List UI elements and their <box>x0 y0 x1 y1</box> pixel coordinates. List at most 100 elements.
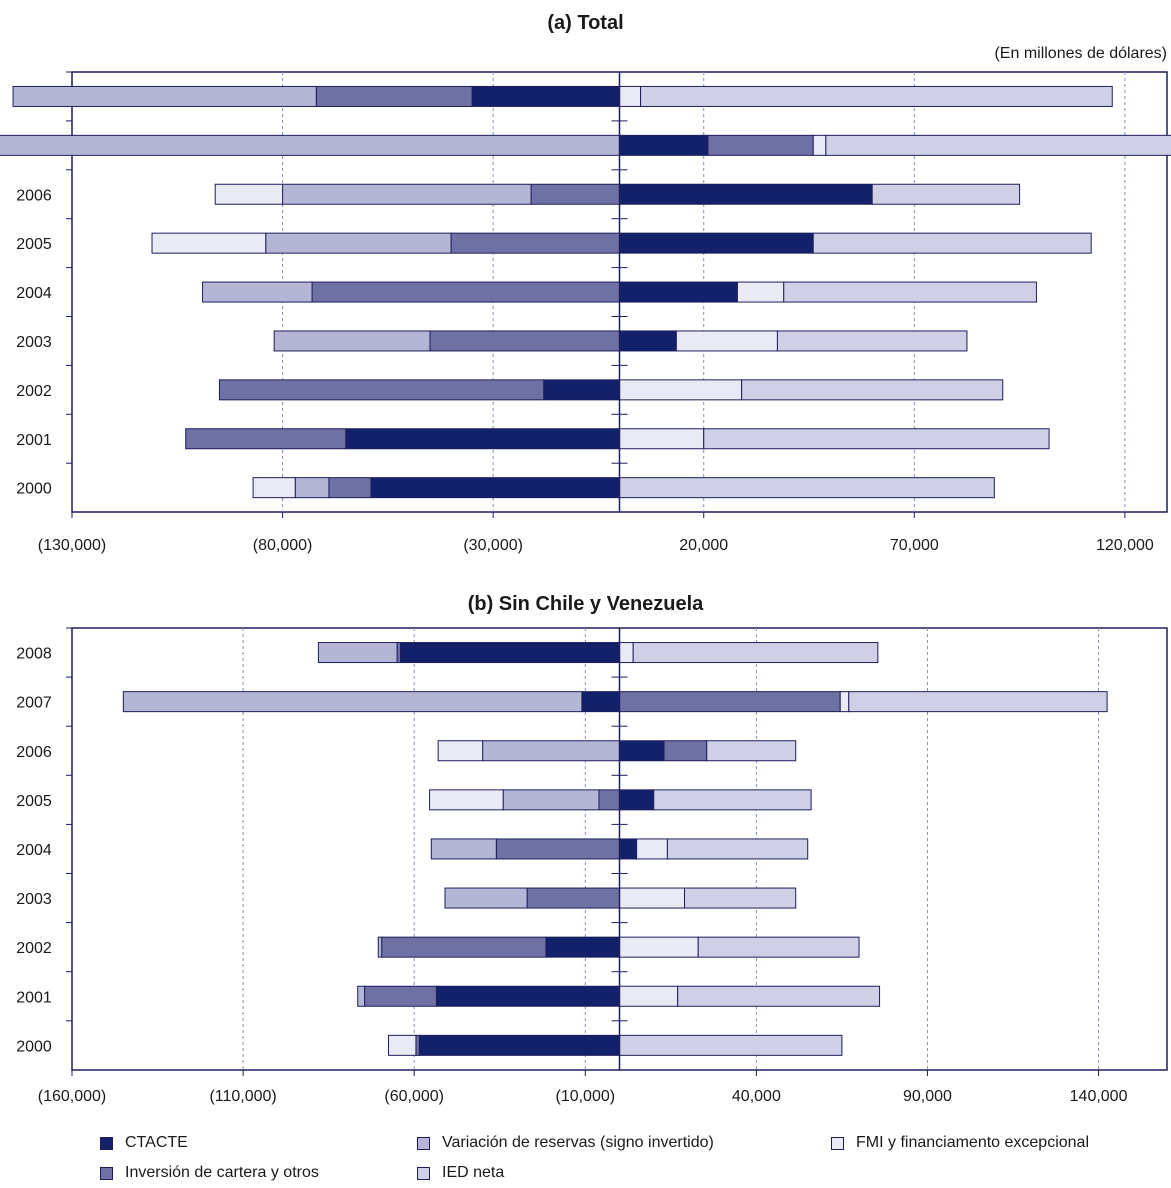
bar-ied <box>697 936 860 958</box>
y-tick-label: 2003 <box>16 334 52 351</box>
y-tick-label: 2003 <box>16 891 52 908</box>
bar-ctacte <box>418 1034 620 1056</box>
y-tick-label: 2005 <box>16 236 52 253</box>
bar-ied <box>684 887 797 909</box>
bar-ied <box>619 1034 843 1056</box>
bar-variación <box>202 281 313 303</box>
bar-variación <box>502 789 600 811</box>
bar-ctacte <box>619 740 665 762</box>
x-tick-label: 40,000 <box>732 1088 781 1105</box>
bar-fmi <box>619 985 679 1007</box>
bar-variación <box>273 330 431 352</box>
bar-ied <box>677 985 881 1007</box>
x-tick-label: 120,000 <box>1096 537 1154 554</box>
x-tick-label: (60,000) <box>384 1088 444 1105</box>
bar-ctacte <box>619 838 638 860</box>
bar-ied <box>871 183 1021 205</box>
legend-label: Inversión de cartera y otros <box>125 1164 319 1181</box>
y-tick-label: 2002 <box>16 940 52 957</box>
bar-inversión <box>364 985 437 1007</box>
bar-ied <box>783 281 1037 303</box>
bar-fmi <box>214 183 284 205</box>
y-tick-label: 2004 <box>16 842 52 859</box>
bar-inversión <box>663 740 708 762</box>
legend-item-ctacte: CTACTE <box>100 1134 188 1152</box>
bar-ied <box>848 691 1108 713</box>
y-tick-label: 2005 <box>16 793 52 810</box>
legend-swatch <box>100 1136 113 1150</box>
bar-inversión <box>396 642 401 664</box>
bar-variación <box>377 936 383 958</box>
legend-label: Variación de reservas (signo invertido) <box>442 1134 714 1151</box>
bar-variación <box>122 691 583 713</box>
bar-variación <box>317 642 398 664</box>
x-tick-label: (10,000) <box>555 1088 615 1105</box>
bar-ied <box>706 740 797 762</box>
bar-variación <box>444 887 528 909</box>
y-tick-label: 2000 <box>16 1038 52 1055</box>
legend-swatch <box>417 1136 430 1150</box>
bar-fmi <box>437 740 484 762</box>
bar-variación <box>430 838 497 860</box>
bar-inversión <box>381 936 547 958</box>
x-tick-label: (130,000) <box>38 537 107 554</box>
chart-a-title: (a) Total <box>547 12 624 34</box>
y-tick-label: 2001 <box>16 989 52 1006</box>
legend-label: CTACTE <box>125 1134 188 1151</box>
bar-ied <box>776 330 968 352</box>
legend-label: IED neta <box>442 1164 505 1181</box>
legend: CTACTE Variación de reservas (signo inve… <box>100 1134 1160 1186</box>
legend-item-fmi: FMI y financiamento excepcional <box>831 1134 1089 1152</box>
bar-ctacte <box>581 691 620 713</box>
chart-b: (160,000) (110,000) (60,000) (10,000) 40,000… <box>16 627 1168 1105</box>
chart-b-title: (b) Sin Chile y Venezuela <box>467 593 704 615</box>
bar-inversión <box>619 691 841 713</box>
chart-a: (130,000) (80,000) (30,000) 20,000 70,000 120… <box>0 71 1171 554</box>
legend-item-cartera: Inversión de cartera y otros <box>100 1164 319 1182</box>
bar-variación <box>357 985 366 1007</box>
x-tick-label: 20,000 <box>679 537 728 554</box>
x-tick-label: (160,000) <box>38 1088 107 1105</box>
x-tick-label: (110,000) <box>209 1088 276 1105</box>
bar-inversión <box>415 1034 420 1056</box>
y-tick-label: 2006 <box>16 744 52 761</box>
legend-label: FMI y financiamento excepcional <box>856 1134 1089 1151</box>
bar-inversión <box>495 838 620 860</box>
x-tick-label: 140,000 <box>1070 1088 1128 1105</box>
bar-ctacte <box>545 936 620 958</box>
bar-fmi <box>619 642 634 664</box>
bar-ied <box>632 642 879 664</box>
bar-ied <box>666 838 809 860</box>
legend-swatch <box>417 1166 430 1180</box>
y-tick-label: 2008 <box>16 646 52 663</box>
y-tick-label: 2002 <box>16 383 52 400</box>
bar-fmi <box>619 936 699 958</box>
bar-ctacte <box>435 985 620 1007</box>
bar-ied <box>653 789 812 811</box>
bar-inversión <box>218 379 545 401</box>
bar-variación <box>12 85 317 107</box>
bar-fmi <box>429 789 504 811</box>
unit-note: (En millones de dólares) <box>994 45 1167 62</box>
legend-swatch <box>831 1136 844 1150</box>
bar-fmi <box>619 887 686 909</box>
bar-inversión <box>598 789 620 811</box>
bar-ied <box>640 85 1113 107</box>
y-tick-label: 2007 <box>16 695 52 712</box>
bar-fmi <box>839 691 850 713</box>
legend-item-ied: IED neta <box>417 1164 504 1182</box>
y-tick-label: 2004 <box>16 285 52 302</box>
legend-item-reservas: Variación de reservas (signo invertido) <box>417 1134 714 1152</box>
bar-ctacte <box>619 789 655 811</box>
bar-ied <box>741 379 1004 401</box>
bar-inversión <box>526 887 620 909</box>
x-tick-label: 90,000 <box>903 1088 952 1105</box>
bar-fmi <box>252 477 296 499</box>
x-tick-label: 70,000 <box>890 537 939 554</box>
bar-variación <box>482 740 620 762</box>
bar-ied <box>703 428 1050 450</box>
bar-fmi <box>151 232 267 254</box>
y-tick-label: 2000 <box>16 481 52 498</box>
bar-ctacte <box>400 642 620 664</box>
bar-fmi <box>388 1034 417 1056</box>
